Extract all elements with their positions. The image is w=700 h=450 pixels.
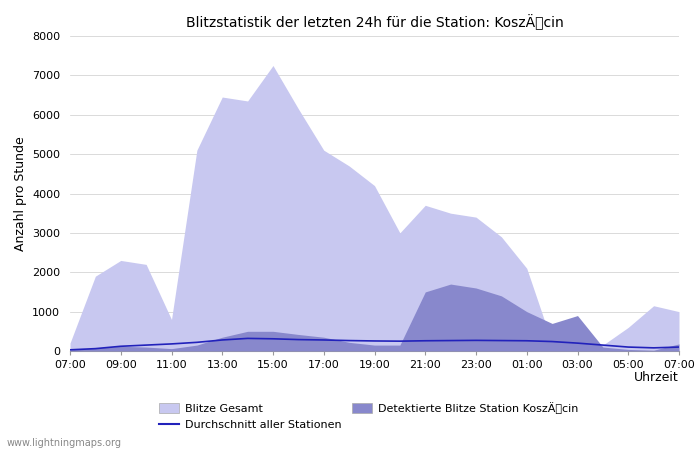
Y-axis label: Anzahl pro Stunde: Anzahl pro Stunde [13,136,27,251]
Legend: Blitze Gesamt, Durchschnitt aller Stationen, Detektierte Blitze Station KoszÄci: Blitze Gesamt, Durchschnitt aller Statio… [155,397,583,434]
Text: www.lightningmaps.org: www.lightningmaps.org [7,438,122,448]
X-axis label: Uhrzeit: Uhrzeit [634,371,679,384]
Title: Blitzstatistik der letzten 24h für die Station: KoszÄcin: Blitzstatistik der letzten 24h für die S… [186,15,564,31]
